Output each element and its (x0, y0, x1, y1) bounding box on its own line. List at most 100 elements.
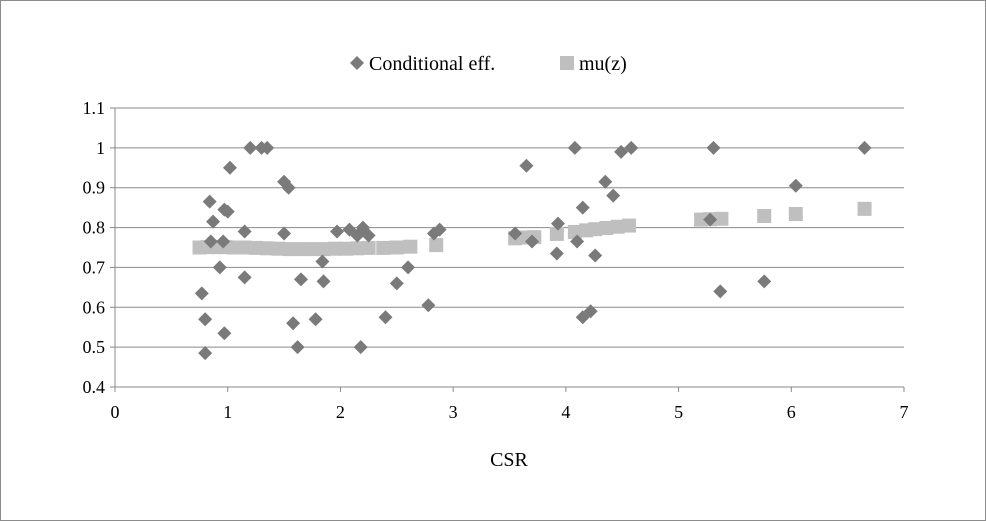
mu-z-point (339, 241, 354, 256)
mu-z-point (260, 241, 275, 256)
x-tick-label: 7 (900, 402, 909, 422)
conditional-eff-point (567, 140, 582, 155)
conditional-eff-point (519, 158, 534, 173)
data-series (192, 140, 872, 361)
conditional-eff-point (432, 222, 447, 237)
mu-z-point (376, 240, 391, 255)
tick-labels: 0.4 0.5 0.6 0.7 0.8 0.9 1 1.1 0 1 2 3 4 5 6 7 (83, 98, 909, 422)
mu-z-point (549, 226, 564, 241)
mu-z-point (389, 240, 404, 255)
conditional-eff-point (788, 178, 803, 193)
conditional-eff-point (401, 260, 416, 275)
mu-z-point (714, 211, 729, 226)
conditional-eff-point (286, 316, 301, 331)
conditional-eff-point (575, 200, 590, 215)
conditional-eff-point (598, 174, 613, 189)
conditional-eff-point (243, 140, 258, 155)
mu-z-point (429, 238, 444, 253)
mu-z-point (237, 240, 252, 255)
conditional-eff-point (713, 284, 728, 299)
x-axis-title: CSR (490, 449, 528, 471)
mu-z-point (788, 207, 803, 222)
conditional-eff-point (550, 216, 565, 231)
mu-z-point (271, 241, 286, 256)
conditional-eff-point (198, 312, 213, 327)
mu-z-point (610, 219, 625, 234)
conditional-eff-point (353, 340, 368, 355)
conditional-eff-point (588, 248, 603, 263)
x-tick-label: 3 (449, 402, 458, 422)
conditional-eff-point (703, 212, 718, 227)
conditional-eff-point (194, 286, 209, 301)
x-tick-label: 5 (674, 402, 683, 422)
mu-z-point (226, 240, 241, 255)
mu-z-point (282, 242, 297, 257)
legend: Conditional eff. mu(z) (350, 53, 627, 75)
mu-z-point (361, 240, 376, 255)
conditional-eff-point (421, 298, 436, 313)
x-tick-label: 0 (111, 402, 120, 422)
conditional-eff-point (203, 234, 218, 249)
conditional-eff-point (212, 260, 227, 275)
conditional-eff-point (706, 140, 721, 155)
mu-z-point (757, 209, 772, 224)
conditional-eff-point (237, 224, 252, 239)
conditional-eff-point (222, 160, 237, 175)
y-tick-label: 1 (96, 138, 105, 158)
y-tick-label: 0.5 (83, 337, 106, 357)
conditional-eff-point (857, 140, 872, 155)
conditional-eff-point (583, 304, 598, 319)
x-tick-label: 4 (561, 402, 570, 422)
conditional-eff-point (293, 272, 308, 287)
conditional-eff-point (217, 326, 232, 341)
conditional-eff-point (315, 254, 330, 269)
y-tick-label: 0.6 (83, 297, 106, 317)
conditional-eff-point (508, 226, 523, 241)
conditional-eff-point (202, 194, 217, 209)
mu-z-point (327, 241, 342, 256)
conditional-eff-point (290, 340, 305, 355)
x-tick-label: 2 (336, 402, 345, 422)
y-tick-label: 0.7 (83, 257, 106, 277)
conditional-eff-point (237, 270, 252, 285)
mu-z-point (293, 242, 308, 257)
legend-label-mu-z: mu(z) (579, 53, 627, 75)
conditional-eff-point (525, 234, 540, 249)
mu-z-point (621, 218, 636, 233)
mu-z-point (350, 241, 365, 256)
axes (110, 107, 905, 392)
conditional-eff-point (361, 228, 376, 243)
legend-marker-conditional-eff (350, 56, 364, 70)
conditional-eff-point (206, 214, 221, 229)
conditional-eff-point (549, 246, 564, 261)
conditional-eff-point (316, 274, 331, 289)
mu-z-point (588, 222, 603, 237)
mu-z-point (567, 224, 582, 239)
conditional-eff-point (260, 140, 275, 155)
conditional-eff-point (220, 204, 235, 219)
mu-z-point (248, 240, 263, 255)
conditional-eff-point (308, 312, 323, 327)
conditional-eff-point (198, 346, 213, 361)
conditional-eff-point (614, 144, 629, 159)
y-tick-label: 0.8 (83, 218, 106, 238)
mu-z-point (305, 242, 320, 257)
conditional-eff-point (624, 140, 639, 155)
mu-z-point (599, 220, 614, 235)
conditional-eff-point (378, 310, 393, 325)
x-tick-label: 1 (223, 402, 232, 422)
mu-z-point (857, 201, 872, 216)
mu-z-point (403, 239, 418, 254)
mu-z-point (316, 242, 331, 257)
x-tick-label: 6 (787, 402, 796, 422)
conditional-eff-point (606, 188, 621, 203)
conditional-eff-point (216, 234, 231, 249)
y-tick-label: 0.4 (83, 377, 106, 397)
conditional-eff-point (389, 276, 404, 291)
legend-label-conditional-eff: Conditional eff. (369, 53, 495, 75)
conditional-eff-point (281, 180, 296, 195)
conditional-eff-point (277, 226, 292, 241)
conditional-eff-point (757, 274, 772, 289)
